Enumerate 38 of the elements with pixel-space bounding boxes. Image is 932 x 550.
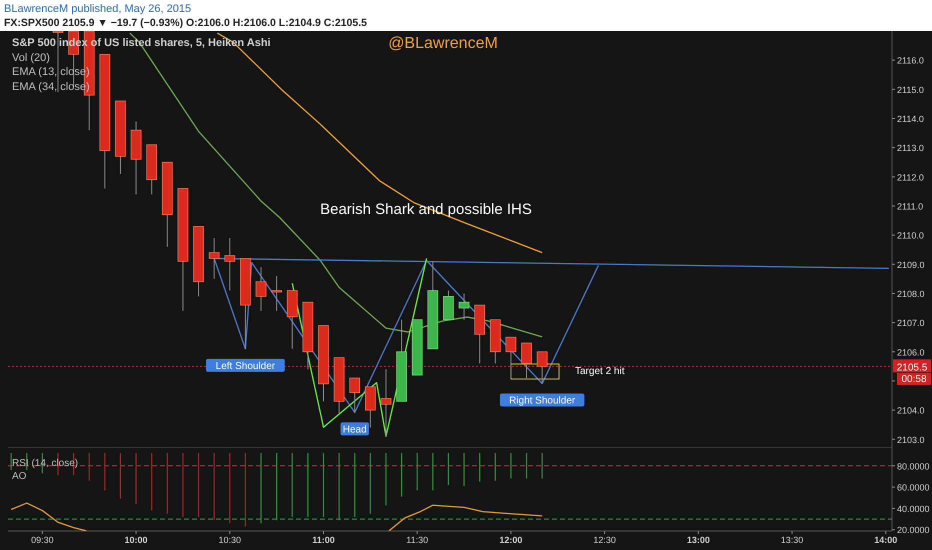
x-tick-label: 10:30 xyxy=(218,535,242,545)
y-tick-label: 20.0000 xyxy=(897,525,930,536)
ref-line-label: 2105.5 xyxy=(896,362,928,374)
annotation: Vol (20) xyxy=(12,52,50,64)
x-tick-label: 10:00 xyxy=(124,535,148,545)
y-tick-label: 2107.0 xyxy=(897,318,925,328)
y-tick-label: 60.0000 xyxy=(897,482,930,493)
annotation: Head xyxy=(342,424,367,436)
annotation: AO xyxy=(12,471,27,482)
x-tick-label: 09:30 xyxy=(31,535,54,545)
y-tick-label: 2103.0 xyxy=(897,434,925,445)
y-tick-label: 40.0000 xyxy=(897,504,930,514)
y-tick-label: 2114.0 xyxy=(897,114,924,124)
y-tick-label: 2110.0 xyxy=(897,230,924,241)
y-tick-label: 2109.0 xyxy=(897,260,925,270)
y-tick-label: 2112.0 xyxy=(897,172,924,182)
y-tick-label: 2113.0 xyxy=(897,143,924,154)
y-tick-label: 2116.0 xyxy=(897,56,924,66)
x-tick-label: 12:00 xyxy=(499,535,522,545)
x-tick-label: 13:30 xyxy=(780,535,804,545)
annotation: @BLawrenceM xyxy=(388,35,498,52)
x-tick-label: 11:30 xyxy=(406,535,428,545)
x-tick-label: 13:00 xyxy=(686,535,710,545)
x-tick-label: 14:00 xyxy=(874,535,898,545)
y-tick-label: 2115.0 xyxy=(897,84,924,95)
x-tick-label: 12:30 xyxy=(593,535,616,545)
y-tick-label: 2111.0 xyxy=(897,201,924,212)
annotation: Target 2 hit xyxy=(575,366,625,377)
annotation: Right Shoulder xyxy=(509,396,576,407)
chart-subtitle: FX:SPX500 2105.9 ▼ −19.7 (−0.93%) O:2106.0 H:2106.0 L:2104.9 C:2105.5 xyxy=(4,17,368,29)
y-tick-label: 2106.0 xyxy=(897,347,925,358)
chart-title: BLawrenceM published, May 26, 2015 xyxy=(4,3,192,15)
y-tick-label: 2104.0 xyxy=(897,406,925,416)
text: 00:58 xyxy=(901,374,927,385)
y-tick-label: 2108.0 xyxy=(897,288,925,299)
annotation: Left Shoulder xyxy=(216,360,276,372)
x-tick-label: 11:00 xyxy=(312,535,335,545)
y-tick-label: 80.0000 xyxy=(897,461,930,472)
